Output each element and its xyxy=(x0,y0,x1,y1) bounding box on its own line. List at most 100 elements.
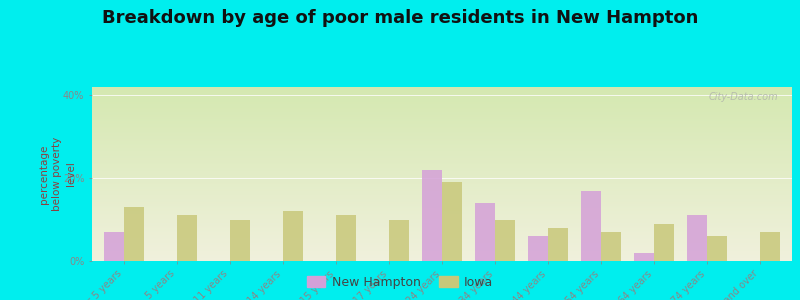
Bar xyxy=(92,141,792,142)
Bar xyxy=(92,244,792,245)
Bar xyxy=(687,215,707,261)
Bar xyxy=(92,216,792,217)
Bar xyxy=(92,140,792,141)
Bar xyxy=(92,136,792,137)
Legend: New Hampton, Iowa: New Hampton, Iowa xyxy=(302,271,498,294)
Bar xyxy=(92,198,792,199)
Text: City-Data.com: City-Data.com xyxy=(708,92,778,102)
Bar xyxy=(92,152,792,153)
Bar xyxy=(92,120,792,121)
Bar xyxy=(92,90,792,91)
Bar xyxy=(92,208,792,209)
Bar xyxy=(92,100,792,101)
Bar xyxy=(92,187,792,188)
Bar xyxy=(92,254,792,255)
Bar xyxy=(92,228,792,229)
Bar xyxy=(92,189,792,190)
Bar xyxy=(92,98,792,99)
Bar xyxy=(475,203,495,261)
Bar xyxy=(92,207,792,208)
Bar xyxy=(92,142,792,143)
Bar xyxy=(581,190,601,261)
Bar xyxy=(389,220,409,261)
Bar xyxy=(92,234,792,235)
Bar xyxy=(92,116,792,117)
Bar xyxy=(92,209,792,210)
Bar xyxy=(92,232,792,233)
Bar xyxy=(92,211,792,212)
Bar xyxy=(92,145,792,146)
Bar xyxy=(92,144,792,145)
Bar xyxy=(92,113,792,114)
Bar xyxy=(92,235,792,236)
Bar xyxy=(92,173,792,174)
Bar xyxy=(92,194,792,195)
Bar xyxy=(92,260,792,261)
Bar xyxy=(92,182,792,183)
Bar xyxy=(92,97,792,98)
Bar xyxy=(92,179,792,180)
Bar xyxy=(92,108,792,109)
Bar xyxy=(92,180,792,181)
Bar xyxy=(92,258,792,259)
Bar xyxy=(92,257,792,258)
Text: Breakdown by age of poor male residents in New Hampton: Breakdown by age of poor male residents … xyxy=(102,9,698,27)
Bar xyxy=(92,92,792,93)
Bar xyxy=(92,188,792,189)
Bar xyxy=(760,232,780,261)
Bar xyxy=(92,174,792,175)
Y-axis label: percentage
below poverty
level: percentage below poverty level xyxy=(39,137,75,211)
Bar xyxy=(92,96,792,97)
Bar xyxy=(92,186,792,187)
Bar xyxy=(92,153,792,154)
Bar xyxy=(92,143,792,144)
Bar xyxy=(92,236,792,237)
Bar xyxy=(92,193,792,194)
Bar xyxy=(124,207,144,261)
Bar xyxy=(92,91,792,92)
Bar xyxy=(92,183,792,184)
Bar xyxy=(92,105,792,106)
Bar xyxy=(230,220,250,261)
Bar xyxy=(92,220,792,221)
Bar xyxy=(92,217,792,218)
Bar xyxy=(92,139,792,140)
Bar xyxy=(92,132,792,133)
Bar xyxy=(92,167,792,168)
Bar xyxy=(92,117,792,118)
Bar xyxy=(92,164,792,165)
Bar xyxy=(92,166,792,167)
Bar xyxy=(336,215,356,261)
Bar xyxy=(92,125,792,126)
Bar xyxy=(92,210,792,211)
Bar xyxy=(92,93,792,94)
Bar xyxy=(92,99,792,100)
Bar xyxy=(92,124,792,125)
Bar xyxy=(92,106,792,107)
Bar xyxy=(92,226,792,227)
Bar xyxy=(92,227,792,228)
Bar xyxy=(92,148,792,149)
Bar xyxy=(92,162,792,163)
Bar xyxy=(92,160,792,161)
Bar xyxy=(92,247,792,248)
Bar xyxy=(92,150,792,151)
Bar xyxy=(92,133,792,134)
Bar xyxy=(528,236,548,261)
Bar xyxy=(92,233,792,234)
Bar xyxy=(92,131,792,132)
Bar xyxy=(92,147,792,148)
Bar xyxy=(92,151,792,152)
Bar xyxy=(92,241,792,242)
Bar xyxy=(104,232,124,261)
Bar xyxy=(634,253,654,261)
Bar xyxy=(422,170,442,261)
Bar xyxy=(92,168,792,169)
Bar xyxy=(92,170,792,171)
Bar xyxy=(92,215,792,216)
Bar xyxy=(92,195,792,196)
Bar xyxy=(92,202,792,203)
Bar xyxy=(601,232,622,261)
Bar xyxy=(92,157,792,158)
Bar xyxy=(92,230,792,231)
